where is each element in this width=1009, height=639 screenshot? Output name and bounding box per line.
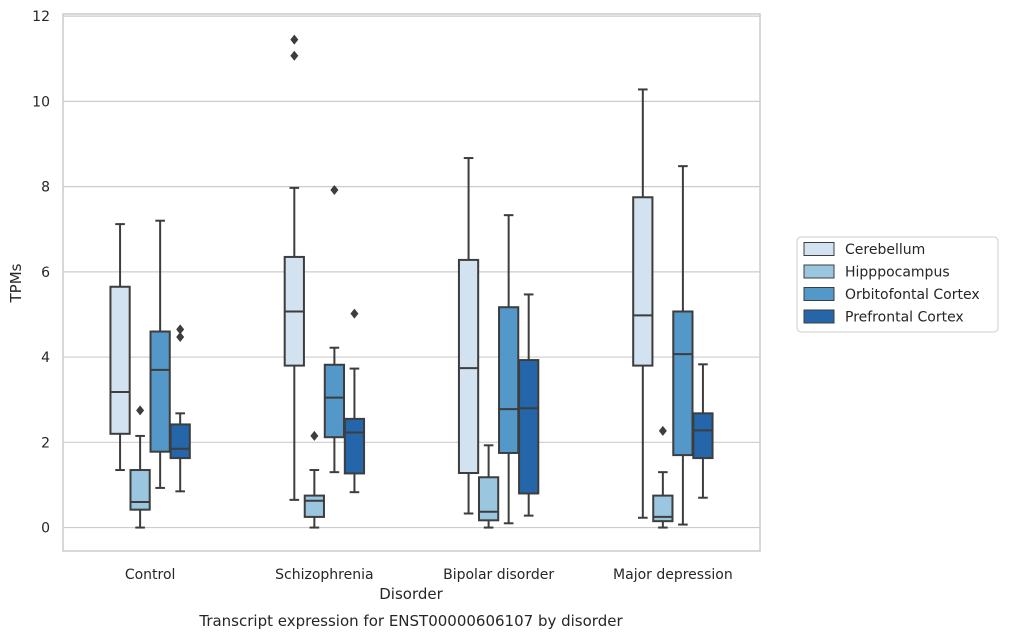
- box-body: [109, 285, 131, 435]
- box-group: [457, 157, 480, 515]
- box-group: [169, 324, 191, 493]
- x-tick-label: Bipolar disorder: [443, 567, 554, 583]
- box-group: [149, 219, 171, 489]
- legend-label: Prefrontal Cortex: [845, 310, 964, 326]
- outlier-point: [310, 430, 319, 441]
- y-axis-title: TPMs: [7, 263, 25, 303]
- legend-entries: Cerebellum Hipppocampus Orbitofontal Corte…: [803, 242, 980, 326]
- legend-swatch: [803, 242, 835, 256]
- y-tick-label: 12: [32, 9, 50, 25]
- box-group: [129, 405, 151, 529]
- y-tick-label: 2: [41, 435, 50, 451]
- box-group: [283, 34, 305, 501]
- box-group: [518, 293, 540, 517]
- y-tick-label: 8: [41, 180, 50, 196]
- box-group: [632, 88, 654, 519]
- plot-area-frame: [62, 13, 761, 552]
- legend-swatch: [803, 287, 835, 301]
- box-group: [498, 214, 520, 525]
- outlier-point: [176, 324, 185, 335]
- box-body: [129, 469, 151, 511]
- legend-frame: [796, 236, 999, 333]
- x-tick-labels: Control Schizophrenia Bipolar disorder Majo…: [125, 567, 733, 583]
- x-tick-label: Control: [125, 567, 176, 583]
- x-axis-title: Disorder: [379, 585, 443, 603]
- chart-caption: Transcript expression for ENST0000060610…: [198, 612, 623, 630]
- y-tick-label: 10: [32, 94, 50, 110]
- box-plot-marks: [109, 34, 714, 529]
- box-group: [477, 444, 500, 529]
- y-tick-labels: 0 2 4 6 8 10 12: [32, 9, 50, 536]
- box-body: [323, 363, 346, 439]
- legend: Cerebellum Hipppocampus Orbitofontal Corte…: [796, 236, 999, 333]
- box-body: [343, 417, 366, 475]
- outlier-point: [136, 405, 145, 416]
- legend-swatch: [803, 309, 835, 324]
- box-body: [672, 310, 694, 457]
- box-group: [303, 430, 325, 529]
- box-group: [323, 185, 346, 474]
- outlier-point: [176, 332, 185, 343]
- box-group: [109, 223, 131, 472]
- box-group: [652, 425, 674, 529]
- outlier-point: [350, 308, 359, 319]
- y-tick-label: 0: [41, 521, 50, 537]
- legend-label: Hipppocampus: [845, 265, 950, 281]
- outlier-point: [330, 185, 339, 196]
- box-body: [303, 494, 325, 518]
- outlier-point: [290, 50, 299, 61]
- outlier-point: [658, 425, 667, 436]
- legend-swatch: [803, 264, 835, 279]
- box-body: [518, 359, 540, 495]
- box-group: [672, 165, 694, 526]
- box-body: [169, 423, 191, 460]
- x-tick-label: Major depression: [613, 567, 733, 583]
- box-group: [343, 308, 366, 494]
- legend-label: Orbitofontal Cortex: [845, 287, 980, 303]
- box-body: [632, 196, 654, 367]
- box-body: [498, 306, 520, 454]
- box-group: [692, 363, 714, 499]
- x-tick-label: Schizophrenia: [275, 567, 373, 583]
- box-body: [652, 494, 674, 523]
- box-body: [149, 330, 171, 453]
- box-body: [477, 476, 500, 522]
- box-body: [692, 412, 714, 460]
- y-tick-label: 4: [41, 350, 50, 366]
- y-tick-label: 6: [41, 265, 50, 281]
- outlier-point: [290, 34, 299, 45]
- legend-label: Cerebellum: [845, 242, 925, 258]
- box-body: [457, 258, 480, 475]
